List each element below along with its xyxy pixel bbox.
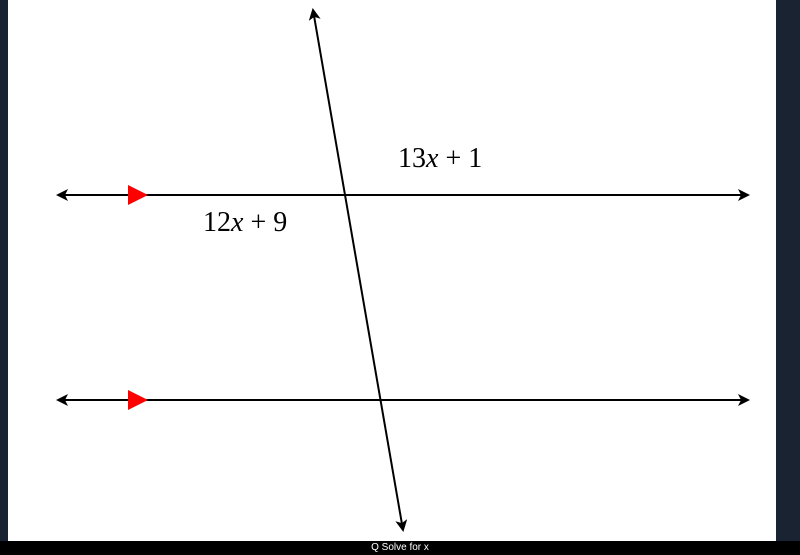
- parallel-marker-1: [128, 185, 148, 205]
- angle-label-2: 12x + 9: [203, 207, 287, 239]
- op: +: [243, 207, 273, 238]
- footer-text: Q Solve for x: [371, 542, 429, 553]
- diagram-canvas: 13x + 1 12x + 9: [8, 0, 776, 544]
- op: +: [438, 143, 468, 174]
- geometry-svg: [8, 0, 776, 544]
- const: 1: [468, 143, 482, 174]
- const: 9: [273, 207, 287, 238]
- var: x: [426, 143, 438, 174]
- transversal-line: [313, 10, 403, 530]
- var: x: [231, 207, 243, 238]
- angle-label-1: 13x + 1: [398, 143, 482, 175]
- coef: 13: [398, 143, 426, 174]
- footer-bar: Q Solve for x: [0, 541, 800, 555]
- coef: 12: [203, 207, 231, 238]
- parallel-marker-2: [128, 390, 148, 410]
